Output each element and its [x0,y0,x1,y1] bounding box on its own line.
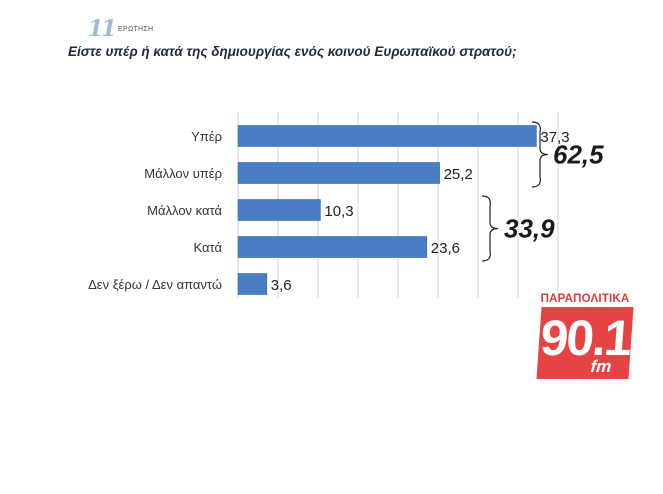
value-label: 25,2 [444,166,473,183]
logo-station-name: ΠΑΡΑΠΟΛΙΤΙΚΑ [540,293,630,305]
group-total-label: 62,5 [553,140,604,170]
bar [237,162,440,184]
group-brace [481,195,499,262]
question-word: ΕΡΩΤΗΣΗ [118,26,154,33]
question-text: Είστε υπέρ ή κατά της δημιουργίας ενός κ… [68,44,517,59]
logo-fm-suffix: fm [589,357,613,376]
group-brace [531,121,549,188]
bar [237,125,537,147]
group-total-label: 33,9 [504,214,555,244]
category-label: Δεν ξέρω / Δεν απαντώ [88,277,222,292]
value-label: 37,3 [540,129,569,146]
category-label: Μάλλον υπέρ [144,166,222,181]
category-label: Μάλλον κατά [147,203,222,218]
bar [237,199,321,221]
question-number: 11 [88,16,117,42]
station-logo: ΠΑΡΑΠΟΛΙΤΙΚΑ 90.1 fm [536,293,634,379]
bar [237,273,268,295]
value-label: 10,3 [324,203,353,220]
value-label: 23,6 [431,240,460,257]
category-label: Υπέρ [191,129,222,144]
value-label: 3,6 [271,277,292,294]
category-label: Κατά [194,240,223,255]
logo-badge: 90.1 fm [536,307,634,379]
logo-frequency: 90.1 [538,310,632,366]
bar [237,236,428,258]
